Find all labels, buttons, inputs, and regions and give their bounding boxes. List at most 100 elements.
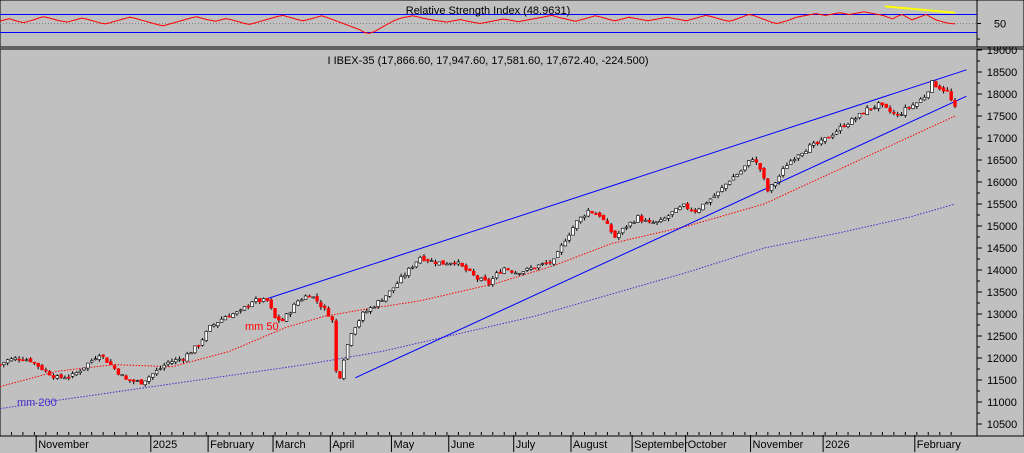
candle-body: [399, 276, 403, 284]
candle-body: [174, 359, 178, 363]
candle-body: [785, 165, 789, 169]
candle-body: [13, 357, 17, 360]
candle-body: [796, 154, 801, 159]
candle-body: [63, 377, 67, 380]
candle-body: [517, 273, 522, 275]
candle-body: [231, 313, 235, 318]
candle-body: [941, 87, 946, 92]
candle-body: [754, 159, 759, 163]
time-x-axis: November 2025 February March April May June Jul…: [0, 432, 961, 452]
ma-line-0: [0, 115, 956, 388]
candle-body: [387, 290, 392, 297]
x-tick-label: 2026: [825, 439, 849, 451]
y-tick-label: 16000: [987, 177, 1018, 189]
candle-body: [28, 358, 33, 363]
candle-body: [319, 302, 323, 308]
candle-body: [869, 108, 873, 110]
candle-body: [571, 227, 575, 236]
candle-body: [158, 368, 163, 370]
candle-body: [506, 268, 510, 271]
candle-body: [521, 271, 526, 274]
candle-body: [51, 375, 56, 379]
candle-body: [861, 112, 866, 115]
candle-body: [456, 261, 461, 265]
candle-body: [769, 184, 774, 192]
candle-body: [743, 165, 747, 171]
candle-body: [640, 215, 644, 222]
candle-body: [242, 306, 247, 311]
candle-body: [724, 183, 728, 189]
candle-body: [533, 267, 537, 270]
x-tick-label: October: [688, 439, 727, 451]
candle-body: [258, 298, 262, 303]
y-tick-label: 11500: [987, 375, 1017, 387]
candle-body: [938, 85, 942, 90]
candle-body: [238, 309, 243, 312]
mm200-label: mm 200: [17, 397, 57, 409]
candle-body: [345, 344, 350, 360]
candle-body: [25, 359, 29, 362]
candle-body: [471, 270, 476, 276]
candle-body: [365, 310, 369, 314]
candle-body: [697, 208, 701, 213]
x-tick-label: March: [275, 439, 306, 451]
candle-body: [429, 260, 434, 262]
candle-body: [338, 371, 342, 379]
candle-body: [662, 217, 667, 221]
candle-body: [766, 178, 770, 192]
candle-body: [682, 203, 686, 207]
candle-body: [128, 379, 132, 381]
candle-body: [380, 300, 384, 302]
candle-body: [922, 97, 927, 101]
candle-body: [731, 176, 736, 181]
candle-body: [208, 324, 212, 332]
candle-body: [930, 80, 934, 93]
candle-body: [368, 307, 373, 312]
candle-body: [361, 311, 365, 321]
candle-body: [525, 268, 529, 271]
candle-body: [827, 136, 831, 139]
candle-body: [410, 266, 415, 269]
candle-body: [185, 353, 189, 362]
candle-body: [727, 180, 732, 185]
candle-body: [666, 215, 671, 219]
candle-body: [628, 221, 633, 227]
candle-body: [288, 312, 293, 315]
candle-body: [659, 219, 663, 222]
candle-body: [418, 257, 422, 264]
candle-body: [200, 339, 205, 346]
candle-body: [227, 315, 231, 318]
candle-body: [166, 361, 170, 365]
candle-body: [112, 365, 117, 369]
candle-body: [670, 211, 675, 215]
y-tick-label: 15000: [987, 221, 1018, 233]
candle-body: [747, 160, 751, 166]
candle-body: [452, 262, 457, 265]
candle-body: [147, 376, 151, 382]
candle-body: [605, 220, 610, 225]
candle-body: [223, 316, 228, 321]
x-tick-label: September: [634, 439, 688, 451]
candle-body: [21, 359, 25, 362]
candle-body: [204, 331, 208, 342]
mm50-label: mm 50: [245, 321, 279, 333]
candle-body: [876, 102, 881, 109]
candle-body: [17, 358, 21, 361]
y-tick-label: 15500: [987, 199, 1018, 211]
candle-body: [120, 374, 124, 377]
candle-body: [586, 210, 590, 217]
moving-averages: [0, 115, 956, 410]
y-tick-label: 10500: [987, 419, 1018, 431]
candle-body: [762, 167, 766, 179]
candle-body: [575, 220, 579, 229]
candle-body: [758, 162, 762, 170]
candle-body: [800, 152, 804, 156]
candle-body: [445, 263, 449, 266]
candle-body: [464, 265, 468, 271]
trend-lines: [267, 69, 967, 379]
candle-body: [177, 358, 182, 361]
candle-body: [594, 213, 598, 215]
candle-body: [544, 262, 548, 265]
candle-body: [277, 316, 281, 321]
